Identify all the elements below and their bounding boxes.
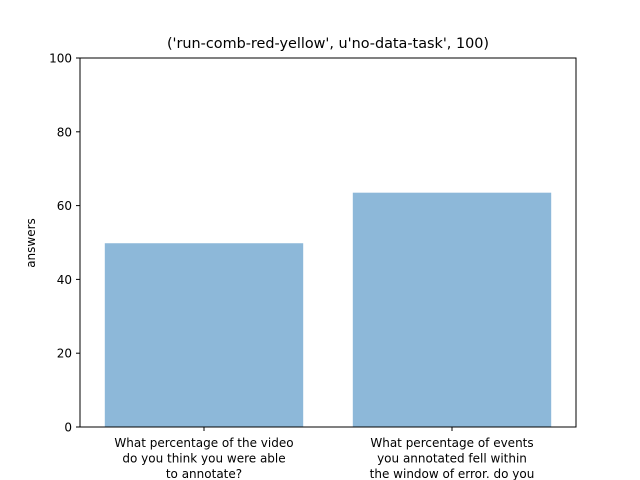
bar bbox=[352, 192, 552, 427]
y-axis-ticks: 0 20 40 60 80 100 bbox=[49, 52, 80, 435]
x-axis-ticks: What percentage of the video do you think… bbox=[114, 427, 534, 480]
x-tick-label: to annotate? bbox=[166, 467, 242, 480]
y-tick-label: 60 bbox=[57, 199, 72, 213]
y-axis-label: answers bbox=[24, 218, 38, 268]
chart-title: ('run-comb-red-yellow', u'no-data-task',… bbox=[167, 36, 489, 52]
x-tick-label: What percentage of the video bbox=[114, 436, 293, 450]
y-tick-label: 0 bbox=[64, 421, 72, 435]
y-tick-label: 40 bbox=[57, 273, 72, 287]
x-tick-label: do you think you were able bbox=[122, 452, 285, 466]
y-tick-label: 100 bbox=[49, 52, 72, 66]
x-tick-label: What percentage of events bbox=[370, 436, 533, 450]
y-tick-label: 20 bbox=[57, 347, 72, 361]
x-tick-label: the window of error. do you bbox=[370, 467, 535, 480]
plot-frame bbox=[79, 57, 577, 428]
x-tick-label: you annotated fell within bbox=[377, 452, 527, 466]
bar bbox=[104, 243, 304, 427]
y-tick-label: 80 bbox=[57, 125, 72, 139]
bars-group bbox=[104, 192, 552, 427]
